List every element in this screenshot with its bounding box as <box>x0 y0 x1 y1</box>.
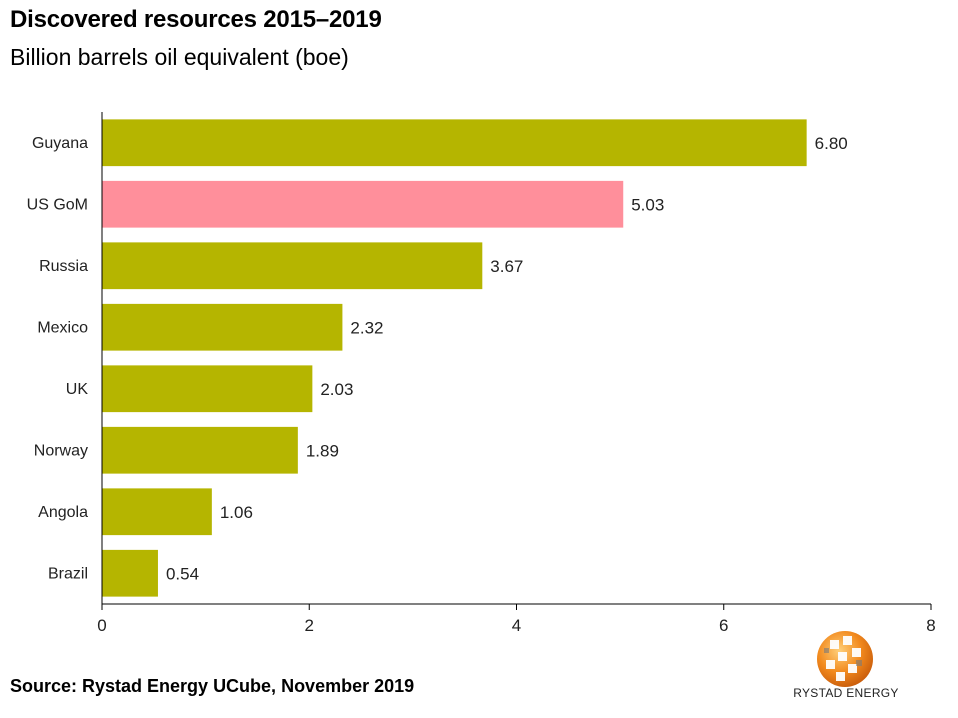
bar <box>102 119 807 167</box>
category-label: Brazil <box>48 565 88 582</box>
data-label: 3.67 <box>490 257 523 276</box>
bar <box>102 549 158 597</box>
source-note: Source: Rystad Energy UCube, November 20… <box>10 676 415 696</box>
chart-title: Discovered resources 2015–2019 <box>10 6 382 33</box>
category-label: US GoM <box>27 196 88 213</box>
category-label: Russia <box>39 258 88 275</box>
category-label: Mexico <box>37 319 88 336</box>
data-label: 1.06 <box>220 503 253 522</box>
data-label: 2.03 <box>320 380 353 399</box>
x-tick-label: 6 <box>719 616 728 635</box>
brand-name: RYSTAD ENERGY <box>793 686 899 700</box>
chart-subtitle: Billion barrels oil equivalent (boe) <box>10 44 349 70</box>
x-tick-label: 4 <box>512 616 521 635</box>
data-label: 6.80 <box>815 134 848 153</box>
category-label: Norway <box>34 442 88 459</box>
data-label: 1.89 <box>306 441 339 460</box>
category-label: Guyana <box>32 135 88 152</box>
bar <box>102 180 624 228</box>
category-label: Angola <box>38 504 88 521</box>
data-label: 5.03 <box>631 195 664 214</box>
category-label: UK <box>66 381 89 398</box>
bar <box>102 488 212 536</box>
x-tick-label: 0 <box>97 616 106 635</box>
bar <box>102 426 298 474</box>
data-label: 0.54 <box>166 564 199 583</box>
x-tick-label: 8 <box>926 616 935 635</box>
data-label: 2.32 <box>350 318 383 337</box>
bar <box>102 242 483 290</box>
x-tick-label: 2 <box>305 616 314 635</box>
rystad-logo-icon <box>817 631 873 687</box>
bar <box>102 303 343 351</box>
bar <box>102 365 313 413</box>
